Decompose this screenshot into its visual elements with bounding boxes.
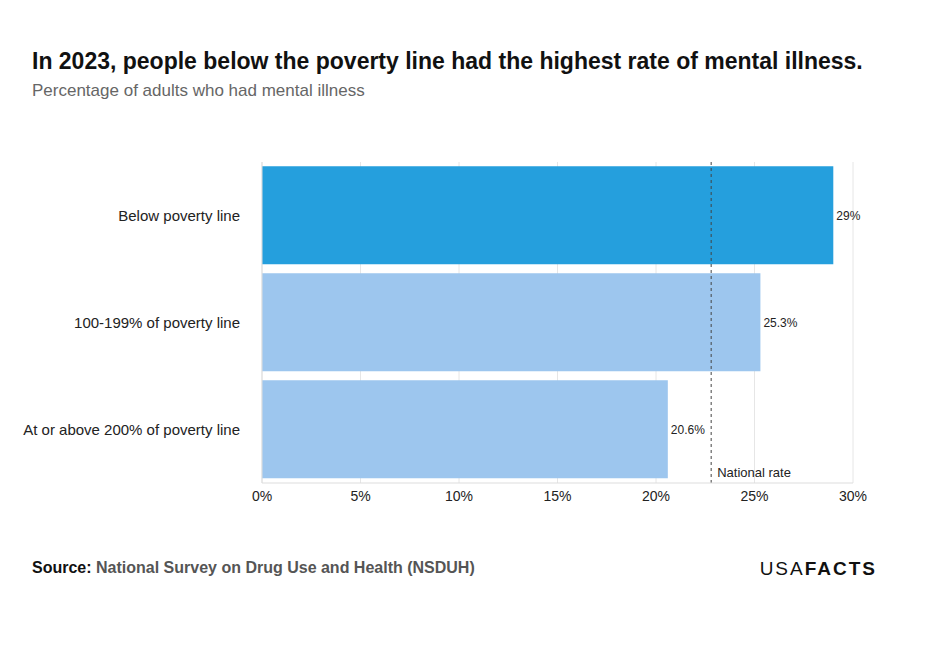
- svg-text:Below poverty line: Below poverty line: [118, 207, 240, 224]
- svg-text:20.6%: 20.6%: [671, 423, 705, 437]
- svg-text:25.3%: 25.3%: [763, 316, 797, 330]
- html-text:In 2023, people below the pove: In 2023, people below the poverty line h…: [32, 48, 863, 74]
- svg-text:At or above 200% of poverty li: At or above 200% of poverty line: [23, 421, 240, 438]
- svg-text:20%: 20%: [642, 488, 670, 504]
- svg-text:29%: 29%: [836, 209, 860, 223]
- svg-text:0%: 0%: [252, 488, 272, 504]
- svg-text:100-199% of poverty line: 100-199% of poverty line: [74, 314, 240, 331]
- svg-text:5%: 5%: [350, 488, 370, 504]
- html-text:Source: National Survey on Dru: Source: National Survey on Drug Use and …: [32, 559, 475, 576]
- svg-text:National rate: National rate: [717, 465, 791, 480]
- svg-text:30%: 30%: [839, 488, 867, 504]
- html-text:Percentage of adults who had m: Percentage of adults who had mental illn…: [32, 81, 365, 100]
- html-text:USA FACTS: USA FACTS: [759, 558, 877, 579]
- svg-text:25%: 25%: [740, 488, 768, 504]
- svg-text:15%: 15%: [543, 488, 571, 504]
- svg-text:10%: 10%: [445, 488, 473, 504]
